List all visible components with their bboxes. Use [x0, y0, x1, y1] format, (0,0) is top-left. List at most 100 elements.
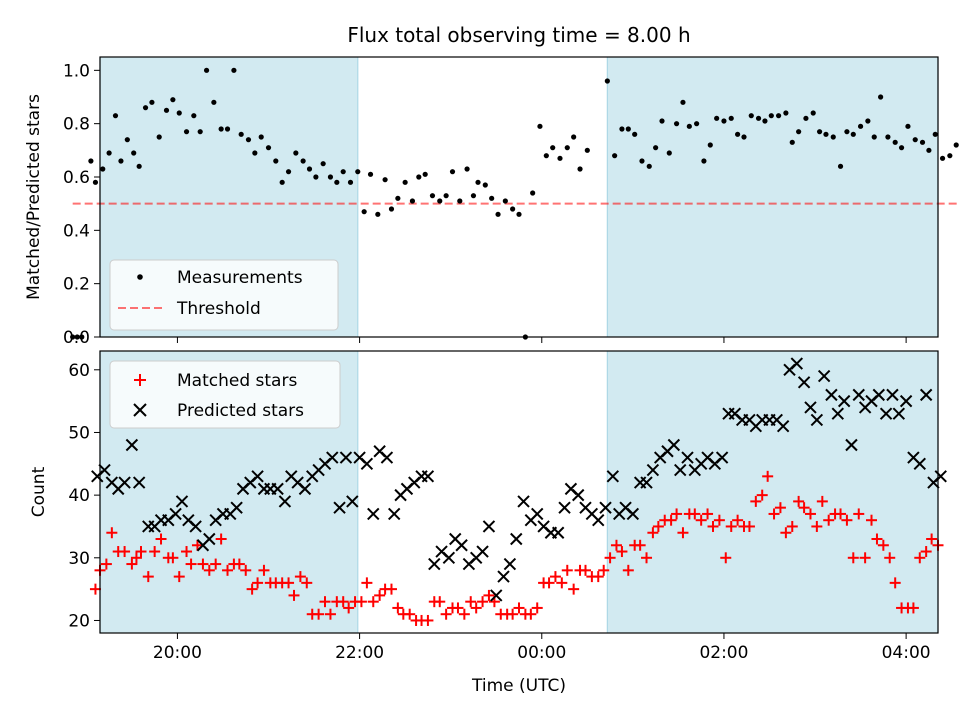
measurement-point — [803, 115, 809, 121]
matched-star-point — [549, 571, 561, 583]
measurement-point — [762, 118, 768, 124]
predicted-star-point — [825, 388, 838, 402]
measurement-point — [437, 198, 443, 204]
matched-star-point — [786, 520, 798, 532]
matched-star-point — [210, 558, 222, 570]
predicted-star-point — [626, 507, 640, 521]
predicted-star-point — [592, 513, 605, 527]
count-panel-legend: Matched stars Predicted stars — [109, 360, 341, 429]
predicted-star-point — [326, 451, 339, 464]
measurement-point — [571, 134, 577, 140]
measurement-point — [347, 179, 354, 185]
measurement-point — [857, 123, 864, 129]
x-tick-label: 00:00 — [517, 643, 566, 663]
measurement-point — [361, 209, 367, 215]
matched-star-point — [853, 508, 865, 520]
measurement-point — [112, 113, 119, 119]
measurement-point — [844, 129, 850, 135]
measurement-point — [464, 166, 470, 172]
matched-star-point — [324, 608, 336, 620]
predicted-star-point — [852, 388, 865, 402]
measurement-point — [118, 158, 124, 164]
measurement-point — [912, 137, 918, 143]
predicted-star-point — [640, 476, 653, 489]
predicted-star-point — [510, 532, 523, 546]
measurement-point — [577, 166, 583, 172]
predicted-star-point — [810, 413, 824, 427]
measurement-point — [395, 195, 401, 201]
matched-star-point — [568, 583, 580, 595]
predicted-star-point — [476, 545, 489, 558]
matched-star-point — [367, 596, 379, 608]
measurement-point — [625, 126, 631, 132]
matched-star-point — [835, 508, 847, 520]
matched-star-point — [100, 558, 112, 570]
measurement-point — [224, 126, 231, 132]
measurement-point — [543, 153, 549, 159]
measurement-point — [905, 123, 911, 129]
matched-star-point — [920, 546, 932, 558]
predicted-legend-label: Predicted stars — [177, 401, 304, 421]
measurement-points — [70, 67, 960, 340]
measurement-point — [409, 198, 416, 204]
matched-star-point — [847, 552, 859, 564]
predicted-star-point — [503, 557, 517, 571]
measurement-point — [334, 179, 340, 185]
measurement-point — [516, 211, 522, 217]
measurement-point — [885, 134, 891, 140]
measurement-point — [646, 163, 652, 169]
matched-star-point — [149, 546, 161, 558]
x-tick-label: 22:00 — [335, 643, 384, 663]
measurement-point — [653, 145, 659, 151]
measurement-point — [502, 198, 508, 204]
predicted-star-point — [681, 451, 694, 464]
measurement-point — [382, 177, 388, 183]
predicted-star-point — [271, 482, 284, 496]
predicted-star-point — [899, 394, 913, 408]
matched-star-point — [167, 552, 179, 564]
measurement-point — [837, 163, 844, 169]
predicted-star-point — [892, 407, 906, 420]
matched-star-point — [671, 508, 683, 520]
measurement-point — [285, 169, 292, 175]
y-tick-label: 30 — [68, 549, 90, 569]
measurement-point — [721, 118, 727, 124]
matched-star-point — [288, 589, 300, 601]
measurement-point — [183, 129, 190, 135]
measurement-point — [293, 150, 299, 156]
predicted-star-point — [428, 557, 441, 571]
measurement-point — [124, 137, 130, 143]
chart-title: Flux total observing time = 8.00 h — [347, 23, 690, 47]
measurement-point — [666, 150, 672, 156]
matched-star-point — [343, 602, 355, 614]
matched-star-point — [816, 495, 828, 507]
matched-star-point — [222, 564, 234, 576]
matched-star-point — [859, 552, 871, 564]
measurement-point — [878, 94, 884, 100]
measurement-point — [375, 211, 381, 217]
measurement-point — [191, 113, 197, 119]
predicted-star-point — [790, 357, 804, 370]
matched-star-point — [804, 508, 816, 520]
x-tick-label: 04:00 — [882, 643, 931, 663]
matched-star-point — [793, 495, 805, 507]
matched-star-point — [725, 520, 737, 532]
predicted-legend-marker — [133, 403, 147, 417]
predicted-star-point — [346, 495, 359, 508]
matched-star-point — [743, 520, 755, 532]
measurement-point — [755, 115, 762, 121]
measurement-point — [70, 334, 76, 340]
predicted-star-point — [278, 495, 292, 508]
measurement-point — [639, 158, 645, 164]
measurement-point — [88, 158, 94, 164]
measurement-point — [680, 99, 686, 105]
predicted-star-point — [189, 520, 202, 533]
measurement-point — [550, 145, 556, 151]
predicted-star-point — [886, 388, 899, 402]
measurement-point — [265, 145, 272, 151]
matched-star-point — [798, 502, 810, 514]
matched-star-point — [871, 533, 883, 545]
measurement-point — [100, 166, 106, 172]
ratio-panel-legend: Measurements Threshold — [109, 259, 339, 331]
predicted-star-point — [482, 520, 496, 533]
